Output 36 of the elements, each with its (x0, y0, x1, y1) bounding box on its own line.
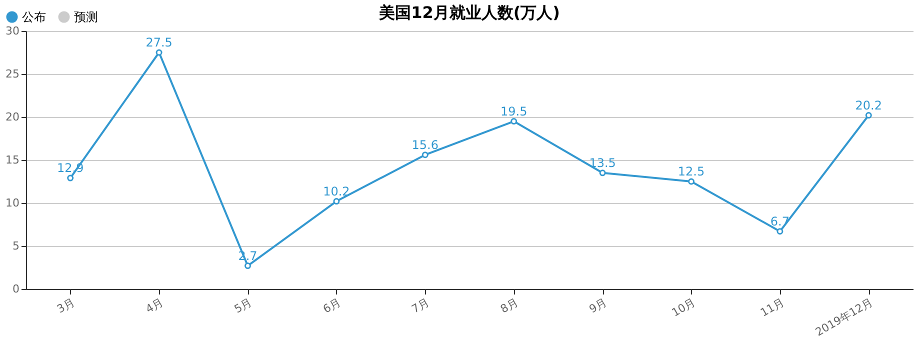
chart-title: 美国12月就业人数(万人) (378, 3, 560, 22)
point (599, 170, 606, 176)
point (422, 152, 428, 158)
x-tick-label: 10月 (670, 296, 698, 320)
x-tick-label: 6月 (320, 296, 343, 316)
point (67, 174, 74, 182)
y-tick-label: 10 (6, 196, 20, 210)
point (333, 198, 340, 205)
data-label: 15.6 (412, 138, 439, 152)
y-tick-label: 0 (12, 282, 20, 296)
data-label: 27.5 (146, 36, 172, 50)
y-tick-label: 20 (6, 110, 20, 124)
point (688, 178, 694, 185)
x-tick-label: 4月 (143, 296, 166, 316)
data-label: 19.5 (500, 104, 528, 118)
x-tick-label: 9月 (586, 296, 610, 316)
y-tick-label: 5 (12, 240, 20, 252)
data-label: 12.5 (678, 164, 705, 178)
data-label: 13.5 (589, 156, 616, 170)
point (156, 49, 162, 56)
point (776, 228, 784, 235)
data-label: 10.2 (323, 184, 350, 198)
y-tick-label: 15 (6, 154, 20, 166)
y-tick-label: 30 (6, 24, 20, 38)
x-tick-label: 5月 (232, 296, 254, 316)
legend-label: 预测 (74, 10, 98, 24)
point (510, 118, 518, 125)
x-tick-label: 3月 (54, 296, 77, 316)
x-tick-label: 8月 (498, 296, 520, 316)
point (865, 112, 872, 119)
y-tick-label: 25 (6, 68, 20, 80)
x-tick-label: 11月 (758, 296, 786, 320)
data-label: 20.2 (855, 98, 882, 112)
point (244, 262, 251, 270)
x-tick-label: 7月 (410, 296, 432, 316)
legend-label: 公布 (22, 10, 46, 24)
